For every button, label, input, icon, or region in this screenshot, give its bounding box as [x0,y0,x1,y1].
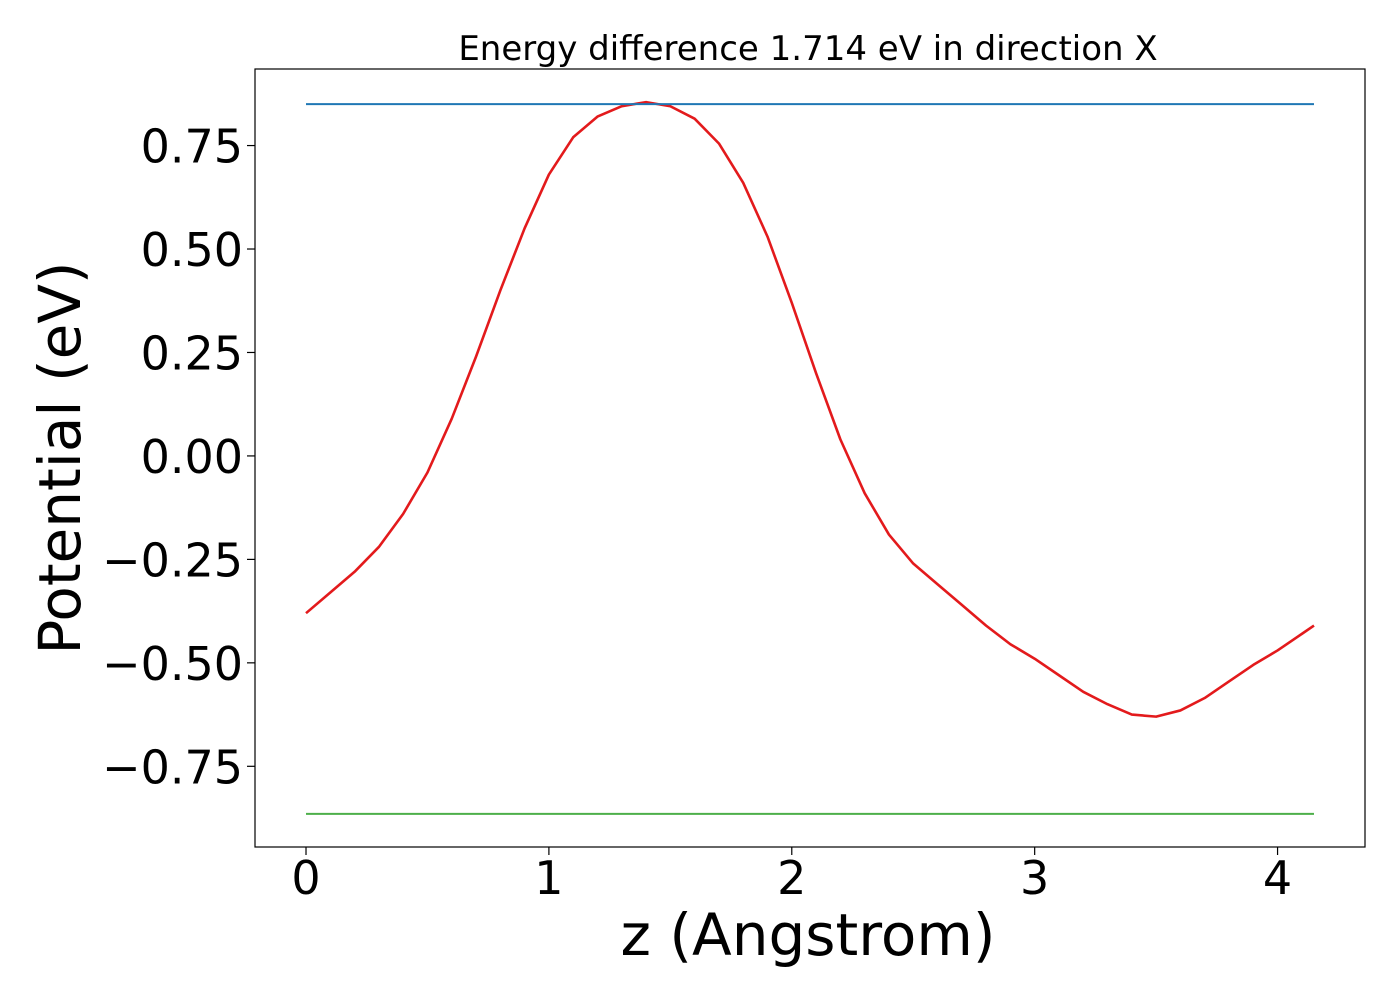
plot-frame [254,68,1366,848]
y-tick-label: −0.75 [102,740,243,794]
x-tick-label: 4 [1263,851,1292,905]
series-layer [305,100,1315,815]
y-axis-ticks: 0.75 0.50 0.25 0.00 −0.25 −0.50 −0.75 [102,120,255,794]
x-tick-label: 2 [777,851,806,905]
chart-title: Energy difference 1.714 eV in direction … [458,29,1157,69]
x-axis-label: z (Angstrom) [621,901,996,969]
y-tick-label: 0.00 [141,430,243,484]
y-tick-label: 0.50 [141,223,243,277]
y-tick-label: −0.25 [102,533,243,587]
y-tick-label: 0.75 [141,120,243,174]
y-axis-label: Potential (eV) [26,261,94,654]
y-tick-label: 0.25 [141,326,243,380]
x-tick-label: 1 [534,851,563,905]
series-line-1 [305,100,1315,718]
x-tick-label: 0 [291,851,320,905]
x-axis-ticks: 0 1 2 3 4 [291,847,1292,905]
x-tick-label: 3 [1020,851,1049,905]
y-tick-label: −0.50 [102,637,243,691]
